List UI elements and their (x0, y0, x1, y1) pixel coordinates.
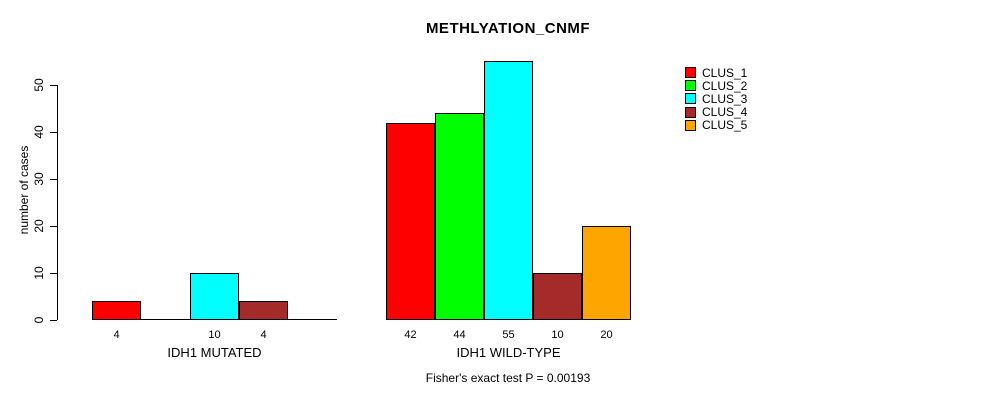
legend-swatch-clus_4 (685, 106, 696, 118)
bar-value-label: 20 (600, 329, 613, 341)
y-axis-tick-label: 30 (32, 172, 46, 186)
legend-item-clus_2: CLUS_2 (685, 78, 748, 93)
y-axis-tick (50, 132, 57, 133)
legend-item-clus_4: CLUS_4 (685, 105, 748, 120)
y-axis-tick (50, 273, 57, 274)
y-axis-tick-label: 0 (32, 316, 46, 324)
legend-label: CLUS_4 (702, 105, 748, 120)
fisher-test-annotation: Fisher's exact test P = 0.00193 (425, 371, 591, 385)
legend-swatch-clus_3 (685, 93, 696, 105)
category-label: IDH1 WILD-TYPE (456, 345, 561, 360)
bar-value-label: 44 (453, 329, 466, 341)
legend-swatch-clus_2 (685, 80, 696, 92)
y-axis-tick-label: 20 (32, 219, 46, 233)
y-axis-tick-label: 10 (32, 266, 46, 280)
category-label: IDH1 MUTATED (167, 345, 262, 360)
bar-value-label: 10 (551, 329, 564, 341)
bar-idh1-wild-type-clus_5 (582, 226, 631, 320)
legend-swatch-clus_5 (685, 119, 696, 131)
bar-idh1-mutated-clus_4 (239, 301, 288, 320)
legend-label: CLUS_5 (702, 118, 748, 133)
bar-idh1-mutated-clus_1 (92, 301, 141, 320)
bar-idh1-mutated-clus_3 (190, 273, 239, 320)
y-axis-line (57, 85, 58, 320)
legend-swatch-clus_1 (685, 67, 696, 79)
bar-value-label: 42 (404, 329, 417, 341)
y-axis-tick (50, 320, 57, 321)
bar-idh1-wild-type-clus_2 (435, 113, 484, 320)
legend-item-clus_5: CLUS_5 (685, 118, 748, 133)
bar-idh1-wild-type-clus_4 (533, 273, 582, 320)
bar-idh1-wild-type-clus_1 (386, 123, 435, 320)
bar-value-label: 10 (208, 329, 221, 341)
bar-value-label: 55 (502, 329, 515, 341)
bar-idh1-wild-type-clus_3 (484, 61, 533, 320)
y-axis-tick (50, 226, 57, 227)
chart-title: METHLYATION_CNMF (425, 20, 591, 37)
legend-label: CLUS_1 (702, 65, 748, 80)
legend: CLUS_1 CLUS_2 CLUS_3 CLUS_4 CLUS_5 (685, 66, 747, 132)
legend-item-clus_1: CLUS_1 (685, 65, 748, 80)
bar-value-label: 4 (260, 329, 267, 341)
y-axis-tick (50, 179, 57, 180)
y-axis-title: number of cases (17, 145, 31, 235)
y-axis-tick (50, 85, 57, 86)
legend-label: CLUS_2 (702, 78, 748, 93)
y-axis-tick-label: 50 (32, 78, 46, 92)
legend-label: CLUS_3 (702, 91, 748, 106)
bar-value-label: 4 (113, 329, 120, 341)
y-axis-tick-label: 40 (32, 125, 46, 139)
legend-item-clus_3: CLUS_3 (685, 91, 748, 106)
